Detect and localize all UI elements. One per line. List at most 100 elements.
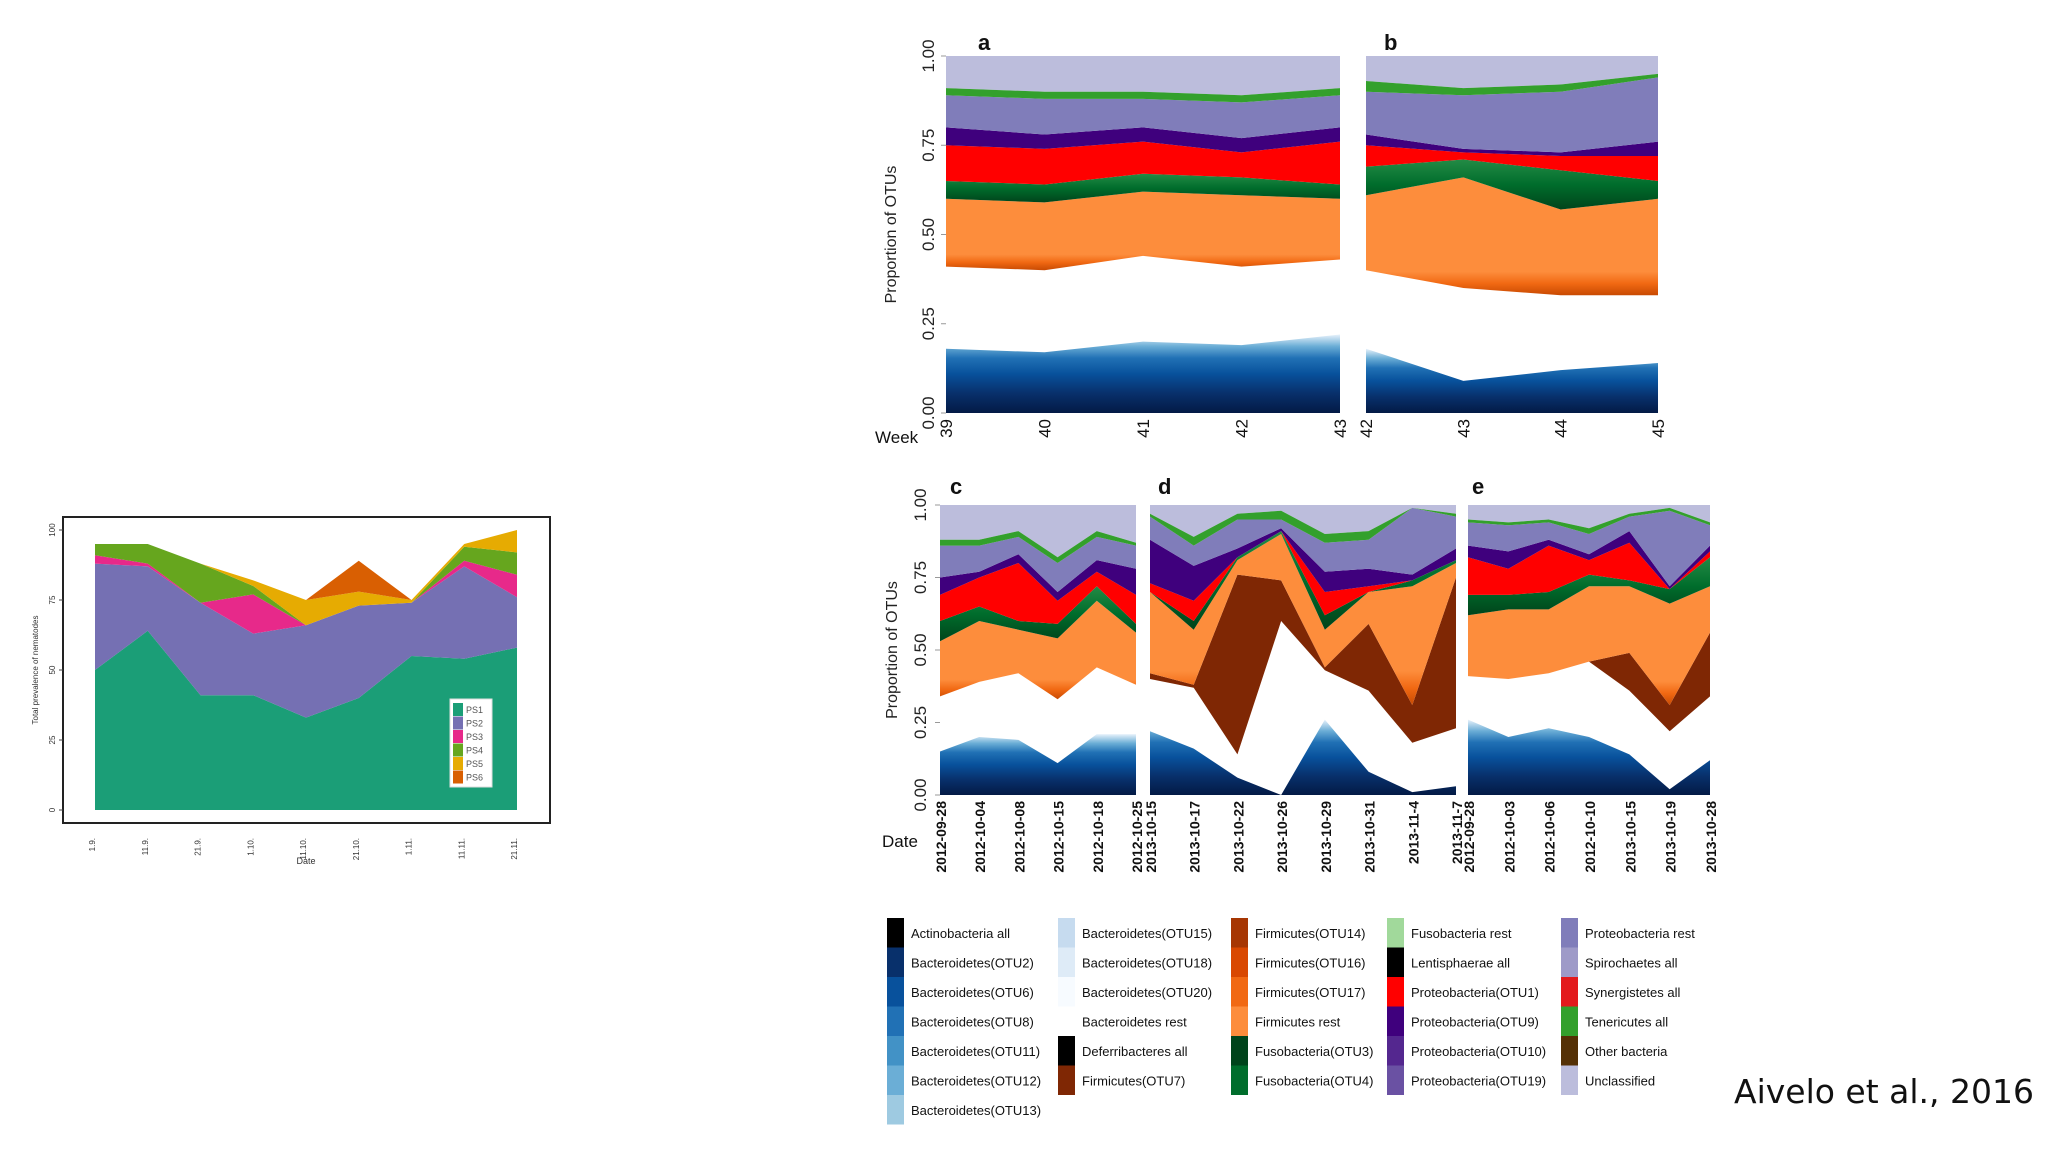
area-bacteroidetes <box>1150 719 1456 795</box>
panel-label: c <box>950 474 962 499</box>
area-proteobacteria-rest <box>1150 507 1456 575</box>
area-proteobacteria-rest <box>940 536 1136 592</box>
x-tick-label: 2013-11-7 <box>1449 801 1465 864</box>
x-tick-label: 2013-10-15 <box>1143 801 1159 873</box>
area-bacteroidetes <box>946 334 1340 413</box>
area-fusobacteria <box>1150 531 1456 630</box>
legend-label: Spirochaetes all <box>1585 956 1678 971</box>
legend-swatch <box>453 770 463 784</box>
x-tick-label: 2013-10-15 <box>1622 801 1638 873</box>
area-ps4 <box>95 544 517 626</box>
y-tick-label: 0.50 <box>919 218 938 251</box>
x-tick-label: 2013-11-4 <box>1405 801 1421 864</box>
x-axis-label: Date <box>296 856 315 866</box>
y-tick-label: 0.25 <box>911 706 930 739</box>
x-tick-label: 2012-10-10 <box>1582 801 1598 873</box>
y-tick-label: 0.50 <box>911 633 930 666</box>
x-tick-label: 2013-10-29 <box>1318 801 1334 873</box>
legend-label: Bacteroidetes(OTU13) <box>911 1103 1041 1118</box>
legend-label: Deferribacteres all <box>1082 1044 1188 1059</box>
area-proteobacteria-otu1- <box>940 563 1136 624</box>
legend-label: PS4 <box>466 746 483 756</box>
y-tick-label: 50 <box>48 665 57 674</box>
x-tick-label: 2012-09-28 <box>933 801 949 873</box>
x-tick-label: 2012-10-18 <box>1090 801 1106 873</box>
area-proteobacteria-otus <box>946 127 1340 153</box>
y-tick-label: 0.00 <box>911 778 930 811</box>
legend-label: Bacteroidetes(OTU11) <box>911 1044 1040 1059</box>
legend-swatch <box>1561 918 1578 948</box>
legend-label: Bacteroidetes rest <box>1082 1015 1187 1030</box>
legend-swatch <box>887 947 904 977</box>
legend-label: Firmicutes(OTU16) <box>1255 956 1366 971</box>
legend-swatch <box>887 1095 904 1125</box>
legend-label: Bacteroidetes(OTU20) <box>1082 985 1212 1000</box>
legend-swatch <box>1058 977 1075 1007</box>
legend-label: Fusobacteria(OTU3) <box>1255 1044 1373 1059</box>
legend-swatch <box>1231 1036 1248 1066</box>
y-axis-label: Proportion of OTUs <box>884 581 901 719</box>
legend-label: Synergistetes all <box>1585 985 1680 1000</box>
area-fusobacteria <box>946 173 1340 203</box>
y-tick-label: 1.00 <box>919 39 938 72</box>
legend-label: Fusobacteria(OTU4) <box>1255 1074 1373 1089</box>
area-firmicutes <box>940 600 1136 700</box>
legend-swatch <box>1387 918 1404 948</box>
area-proteobacteria-rest <box>1468 510 1710 587</box>
x-tick-label: 2012-10-04 <box>972 801 988 873</box>
area-unclassified <box>946 56 1340 96</box>
y-tick-label: 75 <box>48 595 57 604</box>
x-tick-label: 1.9. <box>88 838 97 851</box>
area-unclassified <box>940 505 1136 558</box>
area-tenericutes-all <box>946 88 1340 103</box>
legend-swatch <box>1561 1036 1578 1066</box>
area-proteobacteria-otus <box>1150 528 1456 601</box>
x-tick-label: 2013-10-28 <box>1703 801 1719 873</box>
area-proteobacteria-otu1- <box>1150 531 1456 621</box>
legend-swatch <box>1561 1065 1578 1095</box>
area-unclassified <box>1150 505 1456 537</box>
area-proteobacteria-otu1- <box>1468 542 1710 595</box>
area-firmicutes <box>1366 177 1658 296</box>
legend-swatch <box>1231 1006 1248 1036</box>
legend-label: PS1 <box>466 705 483 715</box>
x-tick-label: 43 <box>1331 419 1350 438</box>
area-proteobacteria-otus <box>1366 134 1658 156</box>
legend-label: Bacteroidetes(OTU8) <box>911 1015 1034 1030</box>
x-tick-label: 2012-10-03 <box>1501 801 1517 873</box>
y-tick-label: 0 <box>48 807 57 812</box>
area-firmicutes <box>1468 586 1710 706</box>
legend-swatch <box>453 757 463 770</box>
x-tick-label: 44 <box>1552 419 1571 438</box>
legend-label: Other bacteria <box>1585 1044 1668 1059</box>
legend-swatch <box>1387 947 1404 977</box>
legend-label: Tenericutes all <box>1585 1015 1668 1030</box>
area-tenericutes-all <box>1150 507 1456 546</box>
panel-label: b <box>1384 30 1397 55</box>
x-tick-label: 2013-10-22 <box>1230 801 1246 873</box>
x-tick-label: 2013-10-31 <box>1362 801 1378 873</box>
otu-legend: Actinobacteria all Bacteroidetes(OTU2) Bac… <box>887 918 1695 1125</box>
x-axis-label: Week <box>875 428 919 447</box>
legend-label: Firmicutes(OTU14) <box>1255 926 1366 941</box>
legend-label: PS3 <box>466 732 483 742</box>
legend-swatch <box>1231 918 1248 948</box>
x-tick-label: 2012-10-15 <box>1051 801 1067 873</box>
legend-swatch <box>1561 977 1578 1007</box>
legend-label: Bacteroidetes(OTU15) <box>1082 926 1212 941</box>
legend-swatch <box>1387 1065 1404 1095</box>
legend-swatch <box>1387 1006 1404 1036</box>
legend-swatch <box>1058 1006 1075 1036</box>
legend-swatch <box>1561 947 1578 977</box>
x-tick-label: 39 <box>937 419 956 438</box>
legend-label: Actinobacteria all <box>911 926 1010 941</box>
area-proteobacteria-otus <box>1468 531 1710 590</box>
area-tenericutes-all <box>940 531 1136 563</box>
x-tick-label: 2012-10-08 <box>1011 801 1027 873</box>
x-tick-label: 2013-10-19 <box>1663 801 1679 873</box>
legend: PS1 PS2 PS3 PS4 PS5 PS6 <box>449 698 493 788</box>
legend-label: Lentisphaerae all <box>1411 956 1510 971</box>
panel-label: d <box>1158 474 1171 499</box>
area-proteobacteria-rest <box>946 95 1340 139</box>
legend-label: Bacteroidetes(OTU12) <box>911 1074 1041 1089</box>
